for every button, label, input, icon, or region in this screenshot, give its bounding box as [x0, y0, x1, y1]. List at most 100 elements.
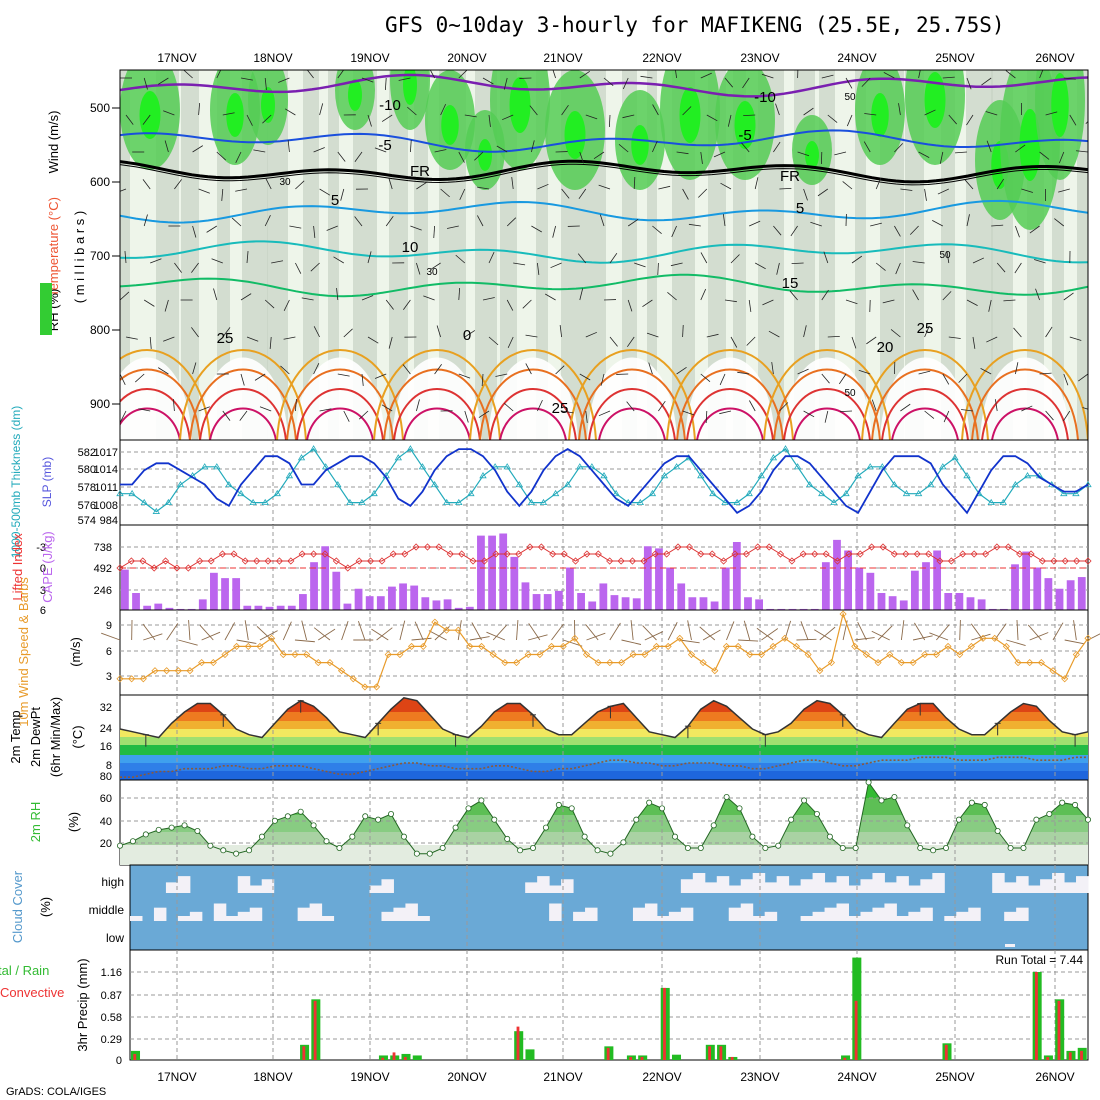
- middle-cloud-block: [632, 907, 646, 921]
- wind-barb: [1021, 405, 1033, 412]
- wind-barb: [875, 177, 882, 190]
- wind10-barb: [819, 626, 836, 641]
- li-point: [993, 543, 1001, 551]
- wind-barb: [579, 151, 584, 164]
- li-point: [537, 543, 545, 551]
- li-point: [127, 557, 135, 565]
- wind-barb: [240, 373, 245, 386]
- wind-barb: [1063, 292, 1074, 301]
- contour-label: -10: [379, 97, 401, 114]
- rh-point: [362, 813, 369, 820]
- wind-barb: [503, 77, 508, 90]
- li-point: [856, 550, 864, 558]
- wind-barb: [658, 400, 666, 412]
- wind-barb: [222, 112, 235, 116]
- rh-point: [181, 822, 188, 829]
- wind-barb: [264, 299, 275, 309]
- wind-barb: [120, 373, 126, 385]
- wind10-point: [1014, 659, 1022, 667]
- li-point: [640, 557, 648, 565]
- wind10-barb: [101, 632, 121, 641]
- wind-barb: [851, 255, 863, 264]
- wind10-point: [676, 634, 684, 642]
- high-cloud-block: [848, 885, 861, 893]
- li-point: [822, 550, 830, 558]
- wind-barb: [618, 143, 629, 153]
- convective-precip-bar: [854, 1000, 858, 1060]
- cloud-level-middle: middle: [89, 903, 125, 917]
- wind-barb: [158, 367, 169, 375]
- wind10-barb: [301, 620, 308, 641]
- label-2m-dewpt: 2m DewPt: [28, 707, 43, 767]
- thickness-tick: 576: [78, 500, 96, 512]
- wind-barb: [149, 336, 152, 349]
- wind-barb: [183, 70, 193, 79]
- thickness-point: [842, 489, 850, 497]
- li-point: [253, 557, 261, 565]
- high-cloud-block: [1028, 885, 1041, 893]
- middle-cloud-block: [177, 916, 191, 921]
- contour-label: 30: [426, 267, 438, 278]
- rh-point: [439, 845, 446, 852]
- cape-bar: [210, 572, 218, 610]
- wind-barb: [555, 365, 565, 375]
- wind-barb: [531, 225, 542, 233]
- cape-bar: [510, 556, 519, 610]
- wind-barb: [1045, 410, 1054, 421]
- wind-barb: [1015, 144, 1026, 153]
- contour-label: 20: [877, 339, 894, 356]
- wind10-barb: [142, 623, 156, 641]
- high-cloud-block: [1004, 882, 1017, 893]
- wind10-point: [979, 634, 987, 642]
- rh-point: [336, 845, 343, 852]
- wind-barb: [221, 188, 224, 201]
- thickness-point: [176, 480, 185, 488]
- wind-barb: [996, 262, 1006, 273]
- wind10-barb: [188, 620, 191, 641]
- high-cloud-block: [884, 882, 897, 893]
- profile-panel: -10 -10-5-5FR FR5 510152525202505030305050 …: [40, 69, 1089, 441]
- wind-barb: [198, 406, 210, 412]
- wind-barb: [626, 336, 635, 348]
- cape-bar: [243, 605, 252, 610]
- wind-barb: [746, 336, 756, 346]
- wind-barb: [231, 217, 242, 227]
- wind-barb: [458, 151, 465, 163]
- thickness-point: [225, 480, 233, 488]
- wind-barb: [1021, 188, 1033, 193]
- wind-barb: [259, 406, 272, 412]
- warm-contour: [696, 407, 764, 440]
- temp-tick: 80: [100, 771, 112, 783]
- wind-barb: [301, 297, 314, 301]
- thickness-point: [116, 489, 124, 497]
- wind-barb: [961, 409, 974, 412]
- wind-barb: [966, 214, 970, 227]
- thickness-point: [491, 463, 499, 470]
- middle-cloud-block: [968, 907, 981, 921]
- warm-contour: [383, 368, 491, 440]
- wind10-point: [1061, 675, 1069, 683]
- rh-very-high-area: [679, 87, 701, 143]
- date-label-top: 23NOV: [740, 51, 779, 65]
- contour-label: 50: [844, 92, 856, 103]
- rh-very-high-area: [564, 111, 586, 159]
- wind10-point: [268, 634, 276, 642]
- wind-barb: [1005, 70, 1016, 79]
- li-point: [1084, 557, 1092, 565]
- thickness-point: [442, 498, 451, 506]
- cape-bar: [221, 578, 229, 610]
- wind10-point: [804, 650, 812, 659]
- wind10-barb: [743, 620, 751, 641]
- rh-point: [284, 813, 291, 820]
- middle-cloud-block: [896, 916, 909, 921]
- li-point: [196, 557, 204, 565]
- thickness-point: [902, 489, 911, 497]
- wind-barb: [513, 262, 526, 266]
- wind-barb: [682, 188, 689, 200]
- li-point: [1061, 557, 1069, 565]
- temp-contour: [120, 159, 1088, 184]
- wind-barb: [458, 373, 471, 379]
- rh-point: [168, 824, 175, 831]
- thickness-tick: 582: [78, 447, 96, 459]
- cape-bar: [977, 599, 986, 610]
